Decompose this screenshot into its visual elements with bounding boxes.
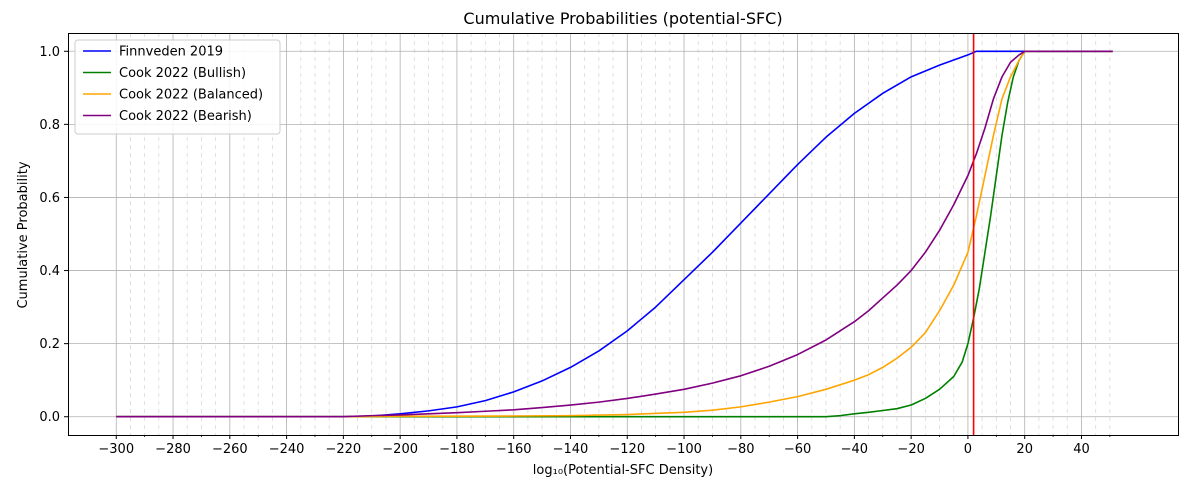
x-tick-label: −160 — [496, 442, 532, 457]
plot-frame — [68, 33, 1179, 436]
y-tick-label: 0.8 — [39, 118, 60, 133]
x-tick-label: −200 — [382, 442, 418, 457]
x-tick-label: −220 — [326, 442, 362, 457]
series-lines — [116, 50, 1113, 418]
x-tick-label: −100 — [666, 442, 702, 457]
x-tick-label: 20 — [1016, 442, 1033, 457]
y-tick-label: 0.6 — [39, 191, 60, 206]
legend-label: Cook 2022 (Balanced) — [119, 88, 263, 103]
x-tick-label: −40 — [841, 442, 868, 457]
series-line-3 — [116, 50, 1113, 418]
chart-title: Cumulative Probabilities (potential-SFC) — [463, 9, 782, 28]
series-line-4 — [116, 50, 1113, 418]
x-tick-label: 0 — [964, 442, 972, 457]
x-tick-label: −260 — [212, 442, 248, 457]
x-tick-label: −140 — [553, 442, 589, 457]
x-tick-label: −20 — [897, 442, 924, 457]
x-axis-label: log₁₀(Potential-SFC Density) — [533, 463, 713, 478]
y-tick-label: 0.2 — [39, 337, 60, 352]
legend: Finnveden 2019 Cook 2022 (Bullish) Cook 20… — [74, 39, 281, 135]
x-tick-label: −300 — [98, 442, 134, 457]
legend-label: Finnveden 2019 — [119, 45, 223, 60]
x-tick-label: −60 — [784, 442, 811, 457]
y-tick-label: 0.0 — [39, 410, 60, 425]
x-axis-ticks: −300 −280 −260 −240 −220 −200 −180 −160 −140 −120… — [98, 435, 1111, 457]
series-line-2 — [116, 50, 1113, 418]
y-tick-label: 1.0 — [39, 45, 60, 60]
x-tick-label: −240 — [269, 442, 305, 457]
x-tick-label: 40 — [1073, 442, 1090, 457]
y-axis-label: Cumulative Probability — [16, 161, 31, 308]
y-tick-label: 0.4 — [39, 264, 60, 279]
x-tick-label: −120 — [609, 442, 645, 457]
legend-label: Cook 2022 (Bullish) — [119, 66, 246, 81]
x-tick-label: −80 — [727, 442, 754, 457]
x-tick-label: −280 — [155, 442, 191, 457]
legend-box — [74, 39, 281, 135]
legend-label: Cook 2022 (Bearish) — [119, 109, 252, 124]
x-tick-label: −180 — [439, 442, 475, 457]
series-line-1 — [116, 50, 1113, 418]
y-axis-ticks: 0.0 0.2 0.4 0.6 0.8 1.0 — [39, 45, 68, 425]
